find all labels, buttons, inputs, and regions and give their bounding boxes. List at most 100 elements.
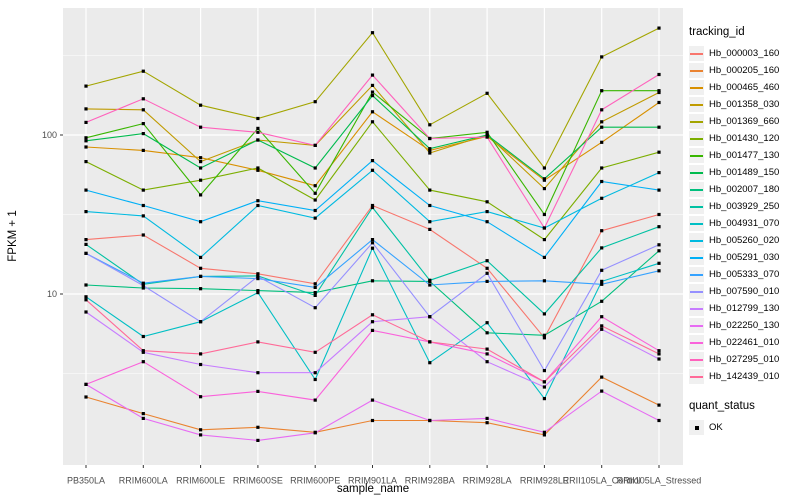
legend-item-label: Hb_007590_010 bbox=[709, 286, 780, 297]
data-point bbox=[84, 298, 88, 302]
data-point bbox=[428, 340, 432, 344]
data-point bbox=[84, 295, 88, 299]
legend-line-icon bbox=[690, 103, 703, 106]
legend-key-swatch bbox=[689, 97, 704, 112]
data-point bbox=[141, 233, 145, 237]
data-point bbox=[485, 421, 489, 425]
legend-item-Hb_001477_130: Hb_001477_130 bbox=[689, 147, 799, 164]
data-point bbox=[542, 433, 546, 437]
data-point bbox=[485, 130, 489, 134]
data-point bbox=[199, 193, 203, 197]
data-point bbox=[84, 382, 88, 386]
x-tick-label: RRIM600LA bbox=[119, 475, 168, 485]
data-point bbox=[84, 251, 88, 255]
data-point bbox=[485, 133, 489, 137]
data-point bbox=[141, 214, 145, 218]
data-point bbox=[313, 208, 317, 213]
legend-item-label: Hb_001477_130 bbox=[709, 150, 780, 161]
legend-key-swatch bbox=[689, 284, 704, 299]
data-point bbox=[141, 349, 145, 353]
data-point bbox=[313, 306, 317, 310]
data-point bbox=[256, 340, 260, 344]
legend-key-swatch bbox=[689, 114, 704, 129]
legend-line-icon bbox=[690, 290, 703, 293]
data-point bbox=[428, 151, 432, 155]
data-point bbox=[600, 229, 604, 233]
legend-key-swatch bbox=[689, 233, 704, 248]
data-point bbox=[141, 284, 145, 288]
data-point bbox=[199, 433, 203, 437]
data-point bbox=[256, 291, 260, 295]
legend-title-quant-status: quant_status bbox=[689, 400, 755, 412]
data-point bbox=[485, 279, 489, 283]
data-point bbox=[199, 287, 203, 291]
data-point bbox=[141, 416, 145, 420]
data-point bbox=[485, 200, 489, 204]
data-point bbox=[485, 271, 489, 275]
data-point bbox=[657, 269, 661, 273]
legend-item-Hb_001489_150: Hb_001489_150 bbox=[689, 164, 799, 181]
data-point bbox=[256, 116, 260, 121]
data-point bbox=[600, 324, 604, 328]
legend-key-swatch bbox=[689, 46, 704, 61]
legend-line-icon bbox=[690, 52, 703, 55]
data-point bbox=[600, 89, 604, 93]
data-point bbox=[84, 210, 88, 214]
legend-line-icon bbox=[690, 324, 703, 327]
data-point bbox=[600, 140, 604, 144]
data-point bbox=[199, 352, 203, 356]
legend-key-swatch bbox=[689, 131, 704, 146]
legend-key-swatch bbox=[689, 182, 704, 197]
x-tick-label: RRIM600SE bbox=[233, 475, 283, 485]
data-point bbox=[313, 166, 317, 170]
y-axis-tick-labels: 100 10 bbox=[42, 130, 57, 299]
data-point bbox=[428, 283, 432, 287]
legend-key-swatch bbox=[689, 199, 704, 214]
y-axis-title: FPKM + 1 bbox=[7, 210, 19, 261]
data-point bbox=[657, 188, 661, 192]
data-point bbox=[313, 431, 317, 435]
legend-title-tracking-id: tracking_id bbox=[689, 26, 745, 38]
data-point bbox=[84, 238, 88, 242]
data-point bbox=[370, 398, 375, 402]
data-point bbox=[313, 371, 317, 375]
data-point bbox=[256, 289, 260, 293]
data-point bbox=[313, 285, 317, 289]
data-point bbox=[141, 132, 145, 136]
data-point bbox=[657, 90, 661, 95]
x-tick-label: RRIM600LE bbox=[176, 475, 225, 485]
data-point bbox=[657, 418, 661, 423]
data-point bbox=[256, 130, 260, 134]
data-point bbox=[657, 26, 661, 30]
data-point bbox=[370, 110, 375, 114]
legend-key-swatch bbox=[689, 267, 704, 282]
data-point bbox=[84, 120, 88, 124]
data-point bbox=[370, 83, 375, 87]
data-point bbox=[428, 203, 432, 208]
data-point bbox=[600, 389, 604, 393]
data-point bbox=[256, 425, 260, 429]
data-point bbox=[600, 108, 604, 112]
legend-line-icon bbox=[690, 205, 703, 208]
legend-item-label: Hb_005260_020 bbox=[709, 235, 780, 246]
data-point bbox=[542, 238, 546, 242]
data-point bbox=[370, 73, 375, 77]
legend-line-icon bbox=[690, 256, 703, 259]
data-point bbox=[600, 375, 604, 379]
data-point bbox=[370, 320, 375, 324]
data-point bbox=[141, 286, 145, 290]
x-tick-label: RRII105LA_Control bbox=[563, 475, 641, 485]
data-point bbox=[370, 120, 375, 124]
legend-item-Hb_002007_180: Hb_002007_180 bbox=[689, 181, 799, 198]
legend-key-swatch bbox=[689, 148, 704, 163]
data-point bbox=[199, 320, 203, 324]
data-point bbox=[313, 100, 317, 104]
legend-item-label: Hb_005333_070 bbox=[709, 269, 780, 280]
data-point bbox=[600, 120, 604, 124]
data-point bbox=[199, 255, 203, 259]
data-point bbox=[657, 125, 661, 129]
legend-item-Hb_027295_010: Hb_027295_010 bbox=[689, 351, 799, 368]
legend-line-icon bbox=[690, 239, 703, 242]
